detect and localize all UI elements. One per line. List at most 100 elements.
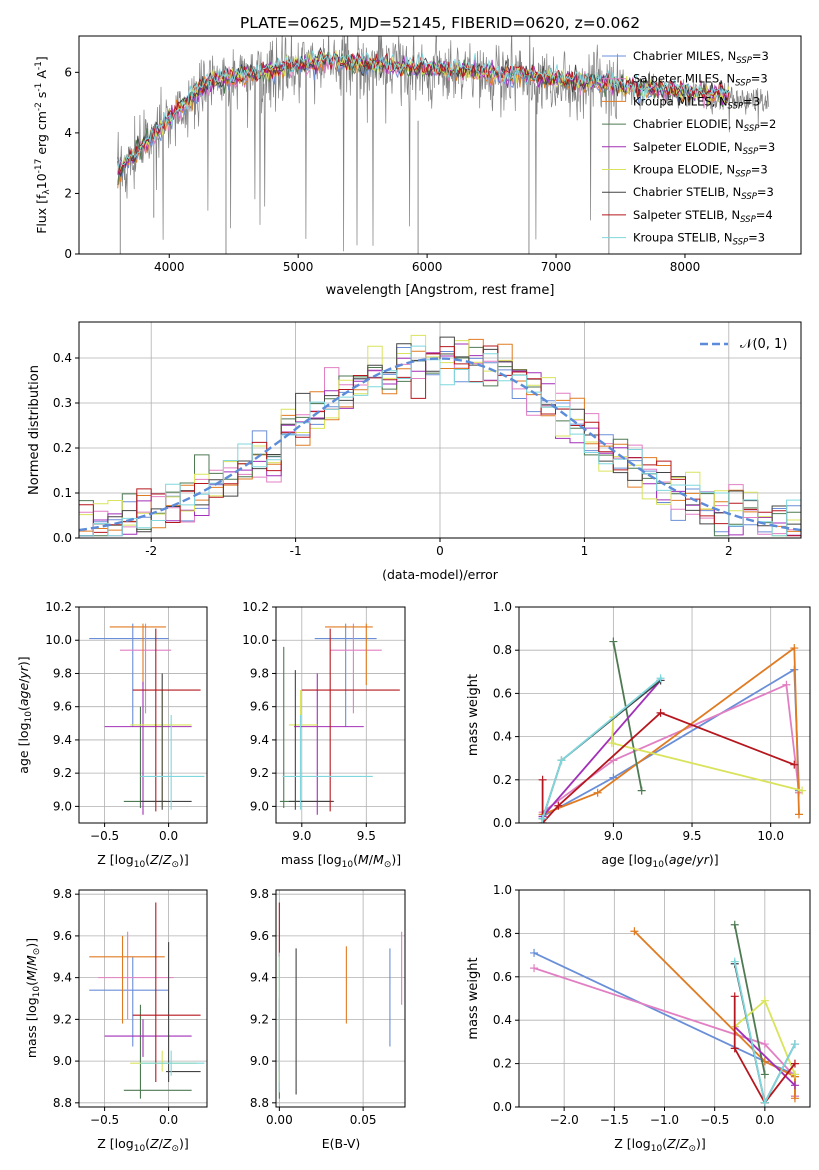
label-part: (: [145, 1136, 150, 1151]
hist-ylabel: Normed distribution: [27, 365, 42, 495]
weight-vs-age-xlabel: age [log10(age/yr)]: [601, 852, 718, 870]
weight-marker: [609, 756, 618, 765]
label-part: mass [: [281, 852, 323, 867]
x-tick-label: −0.5: [700, 1113, 729, 1127]
weight-marker: [760, 1040, 769, 1049]
x-tick-label: −0.5: [90, 1113, 119, 1127]
weight-marker: [760, 996, 769, 1005]
y-tick-label: 0.0: [493, 816, 512, 830]
legend-sub: SSP: [741, 192, 757, 202]
legend-text: Salpeter ELODIE, N: [633, 140, 743, 154]
model-spectrum: [117, 51, 730, 175]
figure-title: PLATE=0625, MJD=52145, FIBERID=0620, z=0…: [240, 14, 640, 32]
weight-marker: [593, 788, 602, 797]
y-tick-label: 10.0: [45, 633, 72, 647]
normal-curve: [79, 357, 801, 532]
weight-marker: [656, 674, 665, 683]
label-part: age: [669, 852, 693, 867]
y-tick-label: 9.0: [250, 1054, 269, 1068]
label-part: Flux [f: [34, 194, 49, 234]
weight-vs-age-ylabel: mass weight: [466, 674, 481, 756]
y-tick-label: 9.8: [53, 666, 72, 680]
weight-marker: [790, 1070, 799, 1079]
axes-box: [78, 889, 208, 1108]
axes-box: [275, 889, 406, 1108]
mass-vs-Z-xlabel: Z [log10(Z/Z⊙)]: [97, 1136, 189, 1154]
label-part: (: [664, 852, 669, 867]
y-tick-label: 0.4: [493, 730, 512, 744]
label-part: M: [373, 852, 384, 867]
legend-entry: Chabrier MILES, NSSP=3: [633, 49, 769, 66]
y-tick-label: 0.1: [53, 486, 72, 500]
plot-area: [89, 902, 205, 1099]
label-part: Z [: [97, 1136, 114, 1151]
legend-entry: Chabrier STELIB, NSSP=3: [633, 185, 774, 202]
x-tick-label: −2.0: [550, 1113, 579, 1127]
legend-sub: SSP: [743, 147, 759, 157]
label-part: /: [369, 852, 374, 867]
y-tick-label: 0.0: [493, 1100, 512, 1114]
label-part: Z: [679, 1136, 689, 1151]
label-part: (: [353, 852, 358, 867]
label-part: Z [: [97, 852, 114, 867]
weight-series: [541, 711, 795, 823]
x-tick-label: 0.00: [266, 1113, 293, 1127]
y-tick-label: 9.0: [53, 1054, 72, 1068]
label-part: 10: [24, 711, 34, 723]
legend-text: Chabrier MILES, N: [633, 49, 736, 63]
legend-sub: SSP: [735, 79, 751, 89]
legend-text: Chabrier STELIB, N: [633, 185, 741, 199]
y-tick-label: 0.2: [493, 1057, 512, 1071]
weight-marker: [637, 786, 646, 795]
axes-frame: 9.0 9.5 9.0 9.2 9.4 9.6 9.8 10.0 10.2: [242, 600, 406, 843]
histogram-series: [79, 345, 801, 537]
legend-entry: Kroupa MILES, NSSP=3: [633, 94, 760, 111]
label-part: (: [16, 706, 31, 711]
label-part: Z [: [614, 1136, 631, 1151]
legend-sub: SSP: [744, 124, 760, 134]
age-vs-mass-axes: 9.0 9.5 9.0 9.2 9.4 9.6 9.8 10.0 10.2: [242, 600, 406, 843]
legend-sub: SSP: [736, 56, 752, 66]
legend-tail: =3: [751, 72, 768, 86]
x-tick-label: 0.05: [350, 1113, 377, 1127]
label-part: Z: [666, 1136, 676, 1151]
legend-tail: =2: [759, 117, 776, 131]
legend-tail: =3: [752, 49, 769, 63]
label-part: /: [676, 1136, 681, 1151]
weight-marker: [730, 1044, 739, 1053]
weight-marker: [790, 1094, 799, 1103]
spectrum-xlabel: wavelength [Angstrom, rest frame]: [326, 283, 555, 298]
label-part: (: [24, 981, 39, 986]
x-tick-label: 0.0: [159, 1113, 178, 1127]
weight-vs-Z-ylabel: mass weight: [466, 957, 481, 1039]
y-tick-label: 0.2: [53, 441, 72, 455]
label-part: )]: [709, 852, 719, 867]
label-part: ]: [34, 56, 49, 61]
y-tick-label: 10.2: [45, 600, 72, 614]
legend-sub: SSP: [728, 101, 744, 111]
legend-tail: =3: [751, 163, 768, 177]
axes-box: [78, 606, 208, 824]
y-tick-label: 2: [64, 186, 72, 200]
axes-box: [78, 35, 802, 255]
plot-area: [89, 623, 205, 815]
label-part: Z: [162, 1136, 172, 1151]
weight-marker: [790, 1081, 799, 1090]
x-tick-label: -2: [145, 544, 157, 558]
y-tick-label: 0.8: [493, 926, 512, 940]
weight-series: [612, 641, 643, 791]
model-spectrum: [117, 54, 730, 189]
y-tick-label: 0.8: [493, 643, 512, 657]
label-part: Z: [149, 1136, 159, 1151]
label-part: 10: [651, 1144, 663, 1154]
mass-vs-Z-ylabel: mass [log10(M/M⊙)]: [24, 938, 42, 1058]
label-part: M: [24, 955, 39, 966]
label-part: )]: [24, 938, 39, 948]
y-tick-label: 1.0: [493, 883, 512, 897]
legend-sub: SSP: [740, 215, 756, 225]
y-tick-label: 9.4: [250, 971, 269, 985]
x-tick-label: 9.5: [682, 829, 701, 843]
x-tick-label: 0: [436, 544, 444, 558]
legend-entry: Kroupa ELODIE, NSSP=3: [633, 163, 768, 180]
